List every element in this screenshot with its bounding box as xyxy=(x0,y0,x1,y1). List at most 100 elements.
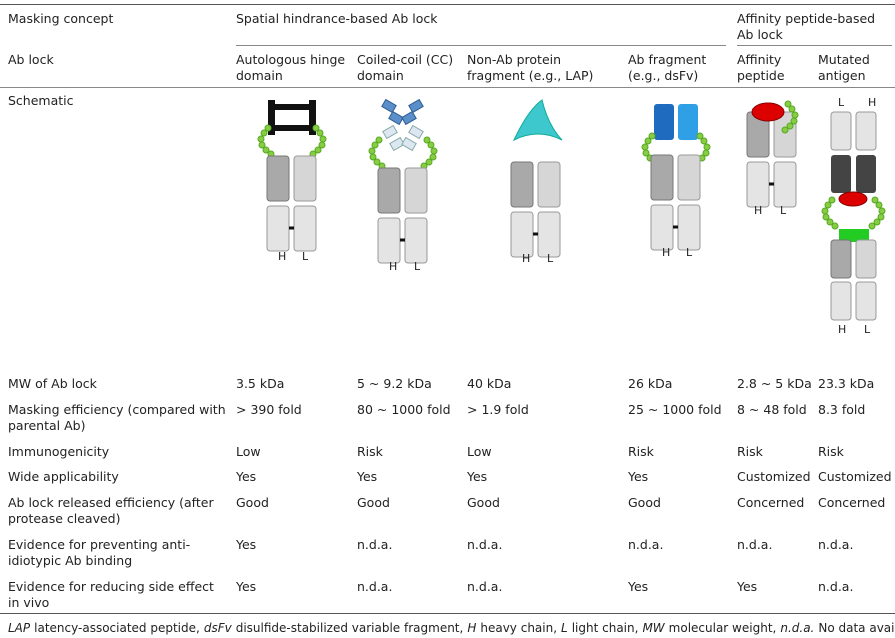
chain-label: H xyxy=(754,204,762,217)
row-value: Concerned xyxy=(818,495,886,510)
row-label: Schematic xyxy=(8,93,74,108)
row-label: Ab lock xyxy=(8,52,54,67)
schematic-hinge: H L xyxy=(257,100,327,263)
chain-label: H xyxy=(838,323,846,336)
row-value: 40 kDa xyxy=(467,376,512,391)
row-label: Wide applicability xyxy=(8,469,119,484)
ab-lock-name: Autologous hinge domain xyxy=(236,52,346,83)
row-value: Customized xyxy=(737,469,811,484)
row-value: Yes xyxy=(628,579,649,594)
ab-lock-name: Affinity peptide xyxy=(737,52,785,83)
row-value: Good xyxy=(357,495,390,510)
abbreviation: H xyxy=(467,621,477,635)
row-label: Evidence for preventing anti-idiotypic A… xyxy=(8,537,191,568)
row-value: 25 ~ 1000 fold xyxy=(628,402,722,417)
row-value: n.d.a. xyxy=(467,537,503,552)
schematic-mutated-antigen: L H H L xyxy=(821,96,886,336)
row-value: Yes xyxy=(357,469,378,484)
row-value: > 1.9 fold xyxy=(467,402,529,417)
row-value: n.d.a. xyxy=(818,579,854,594)
abbreviation: L xyxy=(561,621,568,635)
row-value: Low xyxy=(467,444,492,459)
row-value: Yes xyxy=(236,537,257,552)
row-value: n.d.a. xyxy=(818,537,854,552)
chain-label: L xyxy=(547,252,554,265)
definition: heavy chain, xyxy=(480,621,558,635)
abbreviation: n.d.a. xyxy=(780,621,815,635)
row-value: Yes xyxy=(628,469,649,484)
row-value: Good xyxy=(467,495,500,510)
definition: latency-associated peptide, xyxy=(34,621,200,635)
row-label: Evidence for reducing side effect in viv… xyxy=(8,579,214,610)
definition: molecular weight, xyxy=(668,621,777,635)
chain-label: L xyxy=(414,260,421,273)
group-rule xyxy=(236,45,726,46)
row-value: Concerned xyxy=(737,495,805,510)
row-value: 8 ~ 48 fold xyxy=(737,402,807,417)
schematics: H L H L H L H L xyxy=(257,96,886,336)
row-value: 80 ~ 1000 fold xyxy=(357,402,451,417)
bottom-rule xyxy=(0,613,895,614)
chain-label: H xyxy=(868,96,876,109)
row-label: Masking efficiency (compared with parent… xyxy=(8,402,226,433)
row-label: MW of Ab lock xyxy=(8,376,97,391)
row-value: Good xyxy=(628,495,661,510)
chain-label: H xyxy=(662,246,670,259)
row-value: Risk xyxy=(357,444,383,459)
header-rule xyxy=(0,87,895,88)
group-rule xyxy=(737,45,892,46)
row-value: Low xyxy=(236,444,261,459)
ab-lock-name: Non-Ab protein fragment (e.g., LAP) xyxy=(467,52,594,83)
ab-lock-name: Ab fragment (e.g., dsFv) xyxy=(628,52,707,83)
row-value: Risk xyxy=(628,444,654,459)
schematic-lap: H L xyxy=(509,99,563,265)
abbreviation: LAP xyxy=(8,621,31,635)
row-value: Good xyxy=(236,495,269,510)
footnote: LAP latency-associated peptide, dsFv disulf… xyxy=(8,621,895,635)
row-value: > 390 fold xyxy=(236,402,302,417)
row-value: n.d.a. xyxy=(357,579,393,594)
schematic-affinity-peptide: H L xyxy=(745,100,799,217)
definition: disulfide-stabilized variable fragment, xyxy=(235,621,464,635)
chain-label: L xyxy=(780,204,787,217)
chain-label: L xyxy=(838,96,845,109)
chain-label: H xyxy=(278,250,286,263)
abbreviation: MW xyxy=(642,621,665,635)
chain-label: L xyxy=(864,323,871,336)
definition: light chain, xyxy=(571,621,639,635)
row-value: Customized xyxy=(818,469,892,484)
chain-label: H xyxy=(522,252,530,265)
row-value: n.d.a. xyxy=(357,537,393,552)
row-value: 8.3 fold xyxy=(818,402,866,417)
row-value: Yes xyxy=(467,469,488,484)
row-value: n.d.a. xyxy=(737,537,773,552)
ab-lock-name: Coiled-coil (CC) domain xyxy=(357,52,454,83)
chain-label: H xyxy=(389,260,397,273)
ab-lock-name: Mutated antigen xyxy=(818,52,870,83)
row-value: 5 ~ 9.2 kDa xyxy=(357,376,432,391)
header-cell: Masking concept xyxy=(8,11,114,26)
row-value: n.d.a. xyxy=(467,579,503,594)
row-value: Yes xyxy=(236,469,257,484)
row-value: 23.3 kDa xyxy=(818,376,875,391)
schematic-dsfv: H L xyxy=(641,104,711,259)
header-cell: Affinity peptide-based Ab lock xyxy=(737,11,876,42)
row-label: Immunogenicity xyxy=(8,444,110,459)
chain-label: L xyxy=(302,250,309,263)
row-value: Risk xyxy=(818,444,844,459)
row-value: 3.5 kDa xyxy=(236,376,285,391)
header-cell: Spatial hindrance-based Ab lock xyxy=(236,11,438,26)
top-rule xyxy=(0,4,895,5)
abbreviation: dsFv xyxy=(203,621,232,635)
row-label: Ab lock released efficiency (after prote… xyxy=(8,495,214,526)
row-value: n.d.a. xyxy=(628,537,664,552)
row-value: 26 kDa xyxy=(628,376,673,391)
row-value: Yes xyxy=(737,579,758,594)
chain-label: L xyxy=(686,246,693,259)
row-value: 2.8 ~ 5 kDa xyxy=(737,376,812,391)
row-value: Risk xyxy=(737,444,763,459)
definition: No data available xyxy=(818,621,895,635)
row-value: Yes xyxy=(236,579,257,594)
schematic-coiled-coil: H L xyxy=(368,98,438,273)
